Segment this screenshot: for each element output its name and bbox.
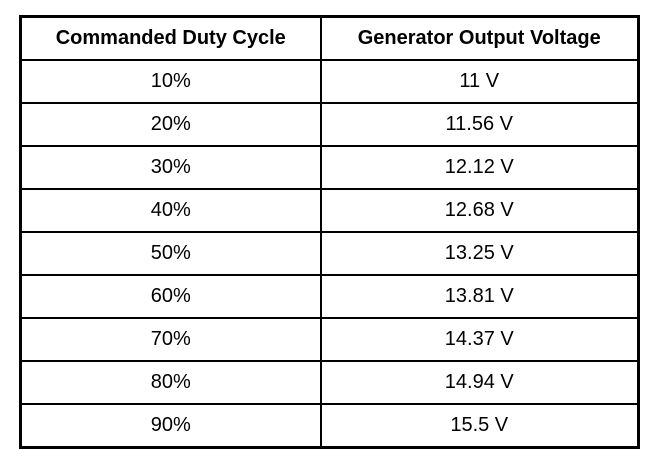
table-cell: 14.94 V: [319, 360, 640, 405]
table-cell: 40%: [19, 188, 322, 233]
table-cell: 30%: [19, 145, 322, 190]
table-row: 40% 12.68 V: [19, 188, 640, 233]
header-cell: Commanded Duty Cycle: [19, 15, 322, 61]
table-cell: 14.37 V: [319, 317, 640, 362]
table-cell: 12.68 V: [319, 188, 640, 233]
table-row: 50% 13.25 V: [19, 231, 640, 276]
table-row: 30% 12.12 V: [19, 145, 640, 190]
table-cell: 50%: [19, 231, 322, 276]
table-cell: 15.5 V: [319, 403, 640, 449]
header-row: Commanded Duty Cycle Generator Output Vol…: [19, 15, 640, 61]
table-cell: 10%: [19, 59, 322, 104]
table-cell: 11.56 V: [319, 102, 640, 147]
table-cell: 60%: [19, 274, 322, 319]
table-cell: 80%: [19, 360, 322, 405]
header-cell: Generator Output Voltage: [319, 15, 640, 61]
table-row: 60% 13.81 V: [19, 274, 640, 319]
table-cell: 12.12 V: [319, 145, 640, 190]
table-cell: 70%: [19, 317, 322, 362]
table-row: 70% 14.37 V: [19, 317, 640, 362]
table-cell: 13.81 V: [319, 274, 640, 319]
table-row: 80% 14.94 V: [19, 360, 640, 405]
data-table: Commanded Duty Cycle Generator Output Vol…: [19, 15, 640, 449]
table-cell: 90%: [19, 403, 322, 449]
table-row: 10% 11 V: [19, 59, 640, 104]
table-row: 20% 11.56 V: [19, 102, 640, 147]
table-cell: 13.25 V: [319, 231, 640, 276]
table-cell: 20%: [19, 102, 322, 147]
table-cell: 11 V: [319, 59, 640, 104]
table-row: 90% 15.5 V: [19, 403, 640, 449]
